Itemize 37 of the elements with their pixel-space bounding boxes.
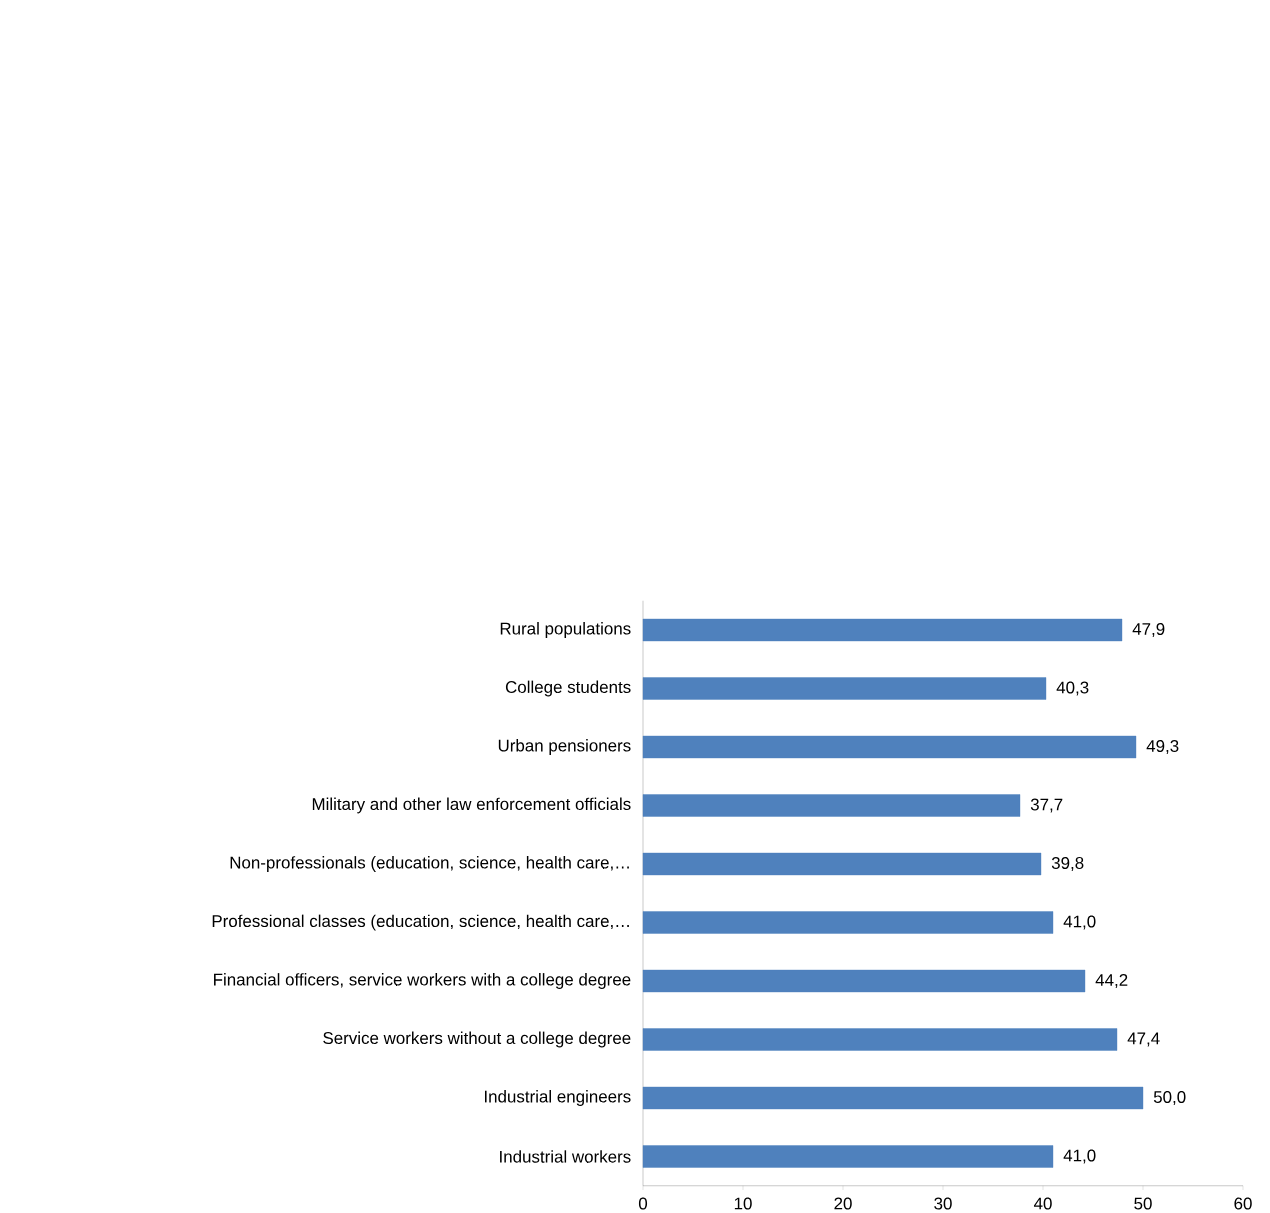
x-tick-label: 30 (934, 1197, 952, 1210)
x-tick-label: 10 (734, 1197, 752, 1210)
bar (642, 911, 1054, 934)
data-label: 41,0 (1063, 915, 1096, 930)
data-label: 37,7 (1030, 798, 1063, 813)
y-tick-label: Urban pensioners (498, 739, 631, 755)
y-tick-label: Industrial engineers (484, 1090, 631, 1106)
data-label: 47,9 (1132, 623, 1165, 638)
y-tick-label: Military and other law enforcement officials (312, 797, 631, 814)
data-label: 41,0 (1063, 1149, 1096, 1164)
bar (642, 618, 1123, 642)
data-label: 44,2 (1095, 974, 1128, 989)
x-tick-label: 20 (834, 1197, 852, 1210)
y-tick-label: Non-professionals (education, science, health care,… (230, 856, 629, 872)
y-tick-label: Professional classes (education, science, health care,… (212, 914, 629, 931)
y-tick-label: Industrial workers (500, 1150, 631, 1163)
x-tick-label: 60 (1234, 1197, 1252, 1210)
y-tick-label: Financial officers, service workers with a college degree (214, 973, 631, 989)
bar (642, 969, 1086, 993)
data-label: 47,4 (1127, 1032, 1160, 1047)
bar (642, 677, 1047, 700)
bar (642, 1086, 1144, 1110)
bar (642, 794, 1021, 817)
data-label: 50,0 (1153, 1091, 1186, 1106)
x-tick-label: 0 (638, 1197, 648, 1210)
data-label: 40,3 (1056, 681, 1089, 696)
y-tick-label: Service workers without a college degree (323, 1031, 631, 1048)
x-tick-label: 50 (1134, 1197, 1152, 1210)
bar (642, 1028, 1118, 1051)
data-label: 39,8 (1051, 857, 1084, 872)
bar (642, 852, 1042, 876)
x-tick-label: 40 (1033, 1197, 1052, 1210)
y-tick-label: College students (505, 680, 631, 697)
bar (642, 1145, 1054, 1168)
bar (642, 735, 1137, 759)
data-label: 49,3 (1146, 740, 1179, 755)
y-tick-label: Rural populations (500, 622, 631, 638)
